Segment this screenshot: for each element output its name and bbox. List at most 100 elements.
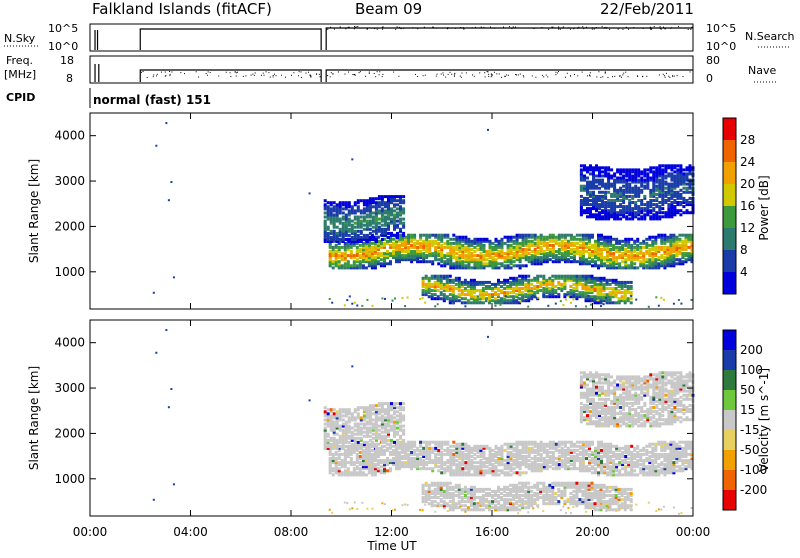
power-cell: [537, 250, 540, 253]
power-cell: [621, 244, 624, 247]
power-cell: [678, 238, 681, 241]
power-cell: [660, 246, 663, 249]
velocity-cell: [609, 443, 612, 446]
power-cell: [359, 248, 362, 251]
power-cell: [615, 279, 618, 282]
velocity-cell: [356, 471, 359, 474]
power-cell: [533, 277, 536, 280]
power-cell: [621, 295, 624, 298]
power-cell: [636, 244, 639, 247]
velocity-cell: [636, 459, 639, 462]
velocity-cell: [585, 449, 588, 452]
power-cell: [667, 197, 670, 200]
velocity-cell: [660, 453, 663, 456]
power-cell: [449, 285, 452, 288]
power-cell: [622, 189, 625, 192]
velocity-cell: [489, 447, 492, 450]
nave-point: [542, 75, 543, 76]
velocity-cell: [410, 441, 413, 444]
power-cell: [393, 203, 396, 206]
power-cell: [470, 301, 473, 304]
power-cell: [601, 170, 604, 173]
power-cell: [380, 252, 383, 255]
power-cell: [357, 216, 360, 219]
velocity-cell: [495, 459, 498, 462]
power-cell: [348, 209, 351, 212]
power-cell: [531, 234, 534, 237]
power-cell: [483, 244, 486, 247]
power-cell: [630, 285, 633, 288]
power-cell: [545, 295, 548, 298]
nave-point: [143, 71, 144, 72]
nsearch-point: [475, 27, 476, 28]
nsearch-point: [503, 27, 504, 28]
velocity-cell: [678, 451, 681, 454]
power-cell: [548, 277, 551, 280]
power-cell: [628, 183, 631, 186]
power-cell: [575, 305, 577, 307]
power-cell: [666, 236, 669, 239]
power-cell: [446, 258, 449, 261]
nave-point: [520, 74, 521, 75]
power-cell: [497, 287, 500, 290]
power-cell: [512, 295, 514, 297]
power-cell: [610, 199, 613, 202]
power-cell: [431, 275, 434, 278]
velocity-cell: [476, 461, 479, 464]
power-cell: [563, 275, 566, 278]
power-cell: [455, 236, 458, 239]
power-cell: [567, 295, 569, 297]
power-cell: [393, 209, 396, 212]
nave-point: [499, 73, 500, 74]
power-cell: [627, 264, 630, 267]
power-cell: [613, 172, 616, 175]
power-cell: [537, 236, 540, 239]
velocity-cell: [549, 455, 552, 458]
power-cell: [580, 185, 583, 188]
velocity-cell: [627, 461, 630, 464]
power-cell: [615, 256, 618, 259]
velocity-cell: [651, 459, 654, 462]
power-cell: [618, 246, 621, 249]
power-cell: [639, 246, 642, 249]
power-cell: [497, 279, 500, 282]
velocity-cell: [534, 455, 537, 458]
nave-point: [602, 76, 603, 77]
velocity-cell: [335, 451, 338, 454]
velocity-cell: [486, 469, 489, 472]
power-cell: [606, 293, 609, 296]
power-cell: [336, 226, 339, 229]
power-cell: [549, 244, 552, 247]
power-cell: [335, 250, 338, 253]
power-cell: [588, 246, 591, 249]
power-cell: [625, 168, 628, 171]
power-cell: [640, 215, 643, 218]
power-cell: [378, 226, 381, 229]
power-cell: [622, 175, 625, 178]
nsearch-point: [691, 27, 692, 28]
power-cell: [679, 209, 682, 212]
power-cell: [506, 285, 509, 288]
power-cell: [513, 260, 516, 263]
power-cell: [443, 254, 446, 257]
power-cell: [567, 258, 570, 261]
velocity-cell: [383, 449, 386, 452]
power-cell: [586, 181, 589, 184]
power-cell: [598, 299, 600, 301]
velocity-cell: [561, 447, 564, 450]
power-cell: [153, 292, 155, 294]
velocity-cell: [672, 461, 675, 464]
power-cell: [369, 228, 372, 231]
power-cell: [580, 164, 583, 167]
power-colorbar-swatch: [723, 228, 736, 250]
power-cell: [661, 211, 664, 214]
power-cell: [422, 234, 425, 237]
power-cell: [606, 236, 609, 239]
velocity-cell: [522, 455, 525, 458]
power-cell: [390, 207, 393, 210]
velocity-cell: [576, 449, 579, 452]
nave-point: [623, 73, 624, 74]
velocity-cell: [552, 467, 555, 470]
velocity-cell: [573, 443, 576, 446]
power-cell: [645, 258, 648, 261]
